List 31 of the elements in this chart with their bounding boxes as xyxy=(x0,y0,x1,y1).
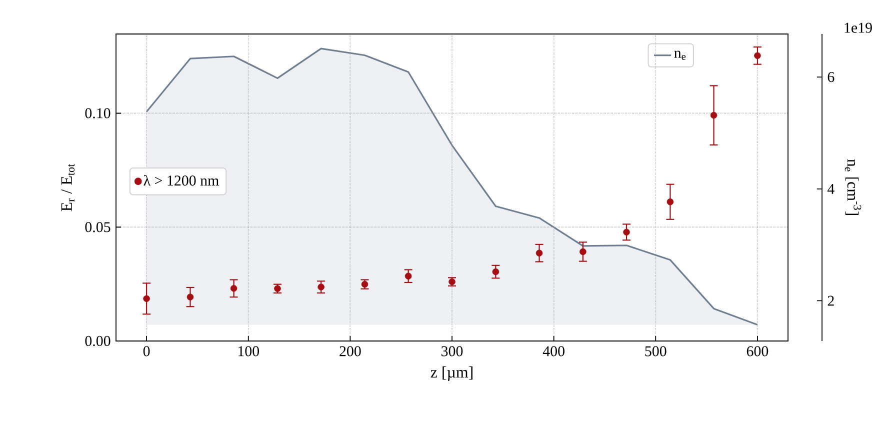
point xyxy=(186,294,194,300)
point xyxy=(318,284,324,290)
x-tick-label: 100 xyxy=(238,346,260,356)
point xyxy=(492,268,500,276)
y2-tick-label: 2 xyxy=(828,296,834,306)
point xyxy=(143,295,150,302)
legend-label: λ > 1200 nm xyxy=(144,174,219,186)
point xyxy=(536,250,543,256)
point xyxy=(230,285,238,292)
y-tick-label: 0.05 xyxy=(85,222,110,232)
y-tick-label: 0.10 xyxy=(85,108,110,118)
x-tick-label: 400 xyxy=(542,346,564,356)
y-axis-title: E$_{r}$ / E$_{tot}$ xyxy=(61,164,75,212)
point xyxy=(404,272,412,280)
y-tick-label: 0.00 xyxy=(85,336,110,346)
text: 1e19 xyxy=(844,22,872,33)
point xyxy=(754,52,761,60)
x-tick-label: 300 xyxy=(442,346,463,356)
point xyxy=(666,198,674,206)
y2-tick-label: 4 xyxy=(827,184,834,194)
x-axis-title: z [µm] xyxy=(430,366,472,381)
point xyxy=(580,248,586,256)
x-tick-label: 0 xyxy=(143,346,150,356)
x-tick-label: 200 xyxy=(340,346,361,356)
y2-tick-label: 6 xyxy=(828,72,834,82)
legend-label: n$_{e}$ xyxy=(674,50,686,60)
point xyxy=(710,112,718,119)
point xyxy=(623,228,630,236)
y2-axis-title: n$_{e}$ [cm$^{-3}$] xyxy=(844,159,862,215)
x-tick-label: 600 xyxy=(746,346,768,356)
x-tick-label: 500 xyxy=(645,346,666,356)
